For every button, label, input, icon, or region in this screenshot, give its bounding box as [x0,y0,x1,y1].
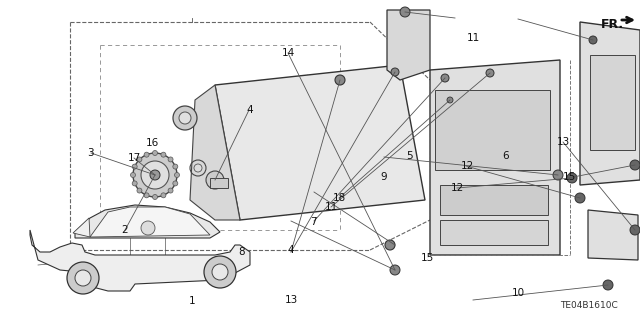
Circle shape [150,170,160,180]
Text: 15: 15 [563,172,576,182]
Polygon shape [588,210,638,260]
Circle shape [204,256,236,288]
Circle shape [567,173,577,183]
Circle shape [144,193,149,198]
Text: 8: 8 [239,247,245,257]
Circle shape [603,280,613,290]
Circle shape [212,264,228,280]
Polygon shape [430,60,560,255]
Text: 5: 5 [406,151,413,161]
Circle shape [132,181,137,186]
Circle shape [391,68,399,76]
Text: 4: 4 [246,105,253,115]
Text: 13: 13 [557,137,570,147]
Circle shape [133,153,177,197]
Circle shape [131,173,136,177]
Polygon shape [387,10,430,80]
Text: 7: 7 [310,217,317,227]
Circle shape [390,265,400,275]
Text: TE04B1610C: TE04B1610C [560,301,618,310]
Circle shape [589,36,597,44]
Text: 16: 16 [146,138,159,148]
Circle shape [385,240,395,250]
Circle shape [67,262,99,294]
Circle shape [152,195,157,199]
Circle shape [447,97,453,103]
Text: FR.: FR. [601,18,624,31]
Text: 12: 12 [451,183,464,193]
Text: 2: 2 [122,225,128,235]
Polygon shape [30,230,250,291]
Text: 12: 12 [461,161,474,171]
Text: 11: 11 [467,33,480,43]
Circle shape [630,225,640,235]
Circle shape [173,106,197,130]
Text: 15: 15 [421,253,434,263]
Circle shape [194,164,202,172]
Polygon shape [580,22,640,185]
Circle shape [161,152,166,157]
Circle shape [630,160,640,170]
Circle shape [168,157,173,162]
Circle shape [132,164,137,169]
Circle shape [144,152,149,157]
Text: 6: 6 [502,151,509,161]
Circle shape [75,270,91,286]
Polygon shape [75,205,220,238]
Circle shape [206,171,224,189]
Bar [440,185,548,215]
Text: 13: 13 [285,295,298,305]
Text: 3: 3 [88,148,94,158]
Circle shape [173,181,178,186]
Circle shape [137,157,142,162]
Circle shape [168,188,173,193]
Circle shape [441,74,449,82]
Circle shape [335,75,345,85]
Circle shape [175,173,179,177]
Circle shape [486,69,494,77]
Text: 18: 18 [333,193,346,203]
Circle shape [553,170,563,180]
Polygon shape [90,207,210,237]
Bar [440,220,548,245]
Circle shape [173,164,178,169]
Bar [435,90,550,170]
Circle shape [137,188,142,193]
Text: 4: 4 [288,245,294,256]
Text: 1: 1 [189,296,195,307]
Circle shape [161,193,166,198]
Circle shape [141,161,169,189]
Circle shape [400,7,410,17]
Text: 17: 17 [128,153,141,163]
Polygon shape [215,65,425,220]
Circle shape [152,151,157,155]
Text: 9: 9 [381,172,387,182]
Bar [590,55,635,150]
Bar [210,178,228,188]
Text: 11: 11 [325,202,338,212]
Circle shape [179,112,191,124]
Polygon shape [73,218,90,237]
Polygon shape [190,85,240,220]
Text: 14: 14 [282,48,294,58]
Circle shape [141,221,155,235]
Circle shape [575,193,585,203]
Text: 10: 10 [512,288,525,299]
